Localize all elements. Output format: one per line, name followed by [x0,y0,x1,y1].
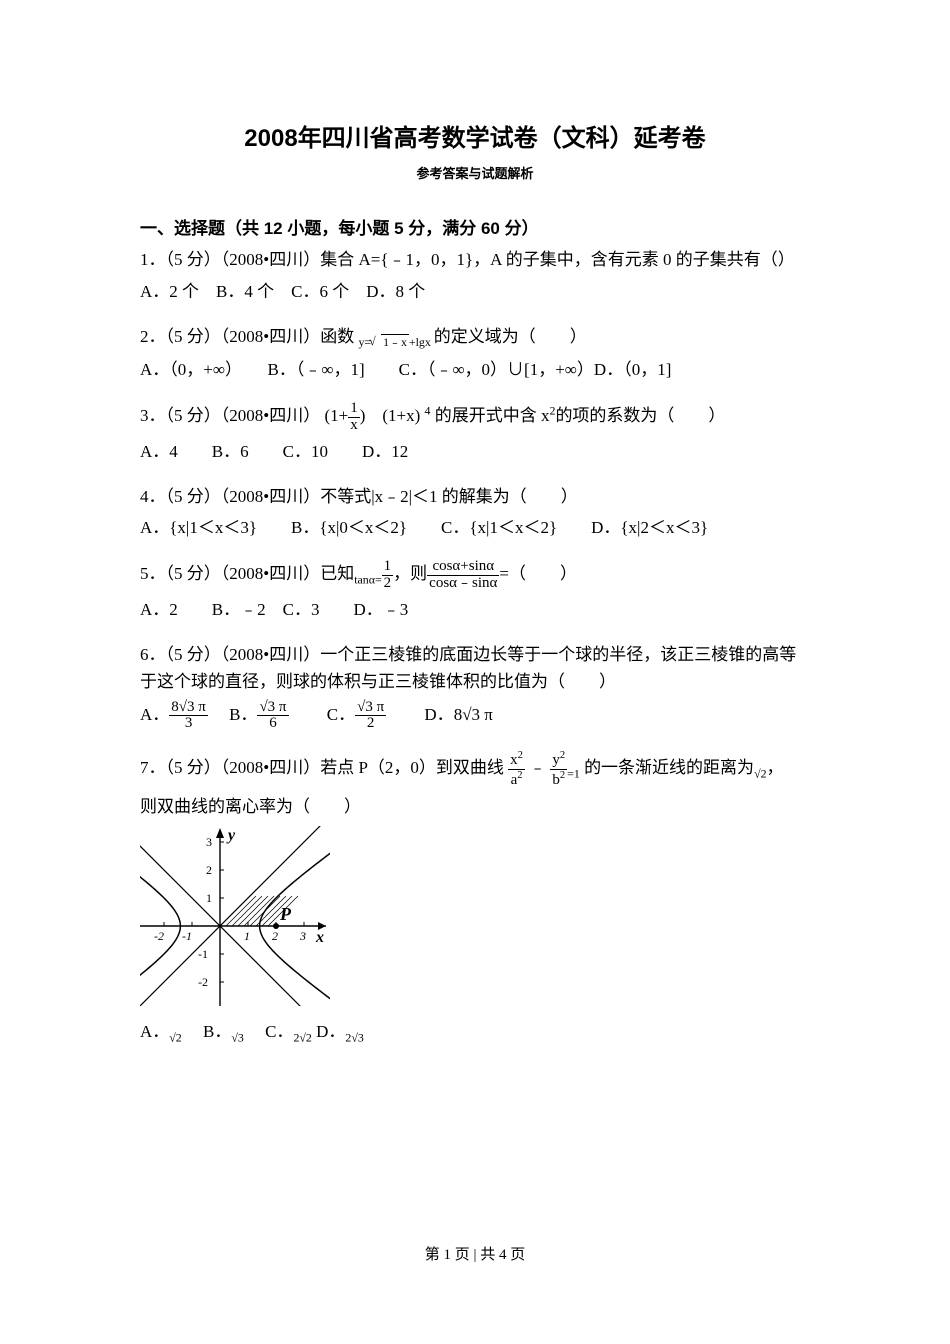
q7-hy-den: b [552,772,560,788]
page-title: 2008年四川省高考数学试卷（文科）延考卷 [140,120,810,158]
q7-hy-num: y [552,752,560,768]
q5-options: A．2 B．﹣2 C．3 D．﹣3 [140,596,810,623]
q6-A: A． [140,705,169,724]
q7-B: B． [203,1022,231,1041]
svg-text:3: 3 [206,835,212,849]
q7-D: D． [316,1022,345,1041]
q5-big-den: cosα﹣sinα [427,576,499,592]
q2-stem-a: 2．（5 分）（2008•四川）函数 [140,327,354,346]
q7-stem-c: 则双曲线的离心率为（ ） [140,793,810,820]
q2-options: A．（0，+∞） B．（﹣∞，1] C．（﹣∞，0）∪[1，+∞）D．（0，1] [140,356,810,383]
svg-text:-2: -2 [198,975,208,989]
q3-stem-c: 的项的系数为（ ） [555,407,725,426]
q5-half-num: 1 [382,559,394,576]
q7-hx-num: x [510,752,518,768]
q6-A-den: 3 [169,716,208,732]
q7-C: C． [265,1022,293,1041]
q7-C-val: 2√2 [293,1030,311,1044]
question-4: 4．（5 分）（2008•四川）不等式|x﹣2|＜1 的解集为（ ） [140,483,810,510]
svg-text:2: 2 [206,863,212,877]
page-footer: 第 1 页 | 共 4 页 [0,1243,950,1264]
svg-text:P: P [279,904,292,924]
q2-radicand: 1﹣x [381,334,409,349]
q3-options: A．4 B．6 C．10 D．12 [140,438,810,465]
q6-D: D． [424,705,453,724]
q3-stem-a: 3．（5 分）（2008•四川） [140,407,320,426]
section-head-1: 一、选择题（共 12 小题，每小题 5 分，满分 60 分） [140,215,810,242]
svg-text:-1: -1 [182,929,192,943]
q6-D-val: 8√3 π [454,705,493,724]
svg-text:1: 1 [206,891,212,905]
q7-B-val: √3 [231,1030,243,1044]
svg-text:y: y [226,827,236,844]
q6-B: B． [229,705,257,724]
question-7: 7．（5 分）（2008•四川）若点 P（2，0）到双曲线 x2a2 ﹣ y2b… [140,750,810,789]
q6-B-den: 6 [257,716,288,732]
q7-sqrt2: √2 [754,767,766,781]
q2-stem-b: 的定义域为（ ） [434,327,587,346]
question-2: 2．（5 分）（2008•四川）函数 y=1﹣x+lgx 的定义域为（ ） [140,323,810,352]
q7-stem-b: 的一条渐近线的距离为 [584,758,754,777]
svg-text:x: x [315,929,324,946]
q3-expr-b: ) (1+x) [360,407,425,426]
q7-D-val: 2√3 [345,1030,363,1044]
question-5: 5．（5 分）（2008•四川）已知tanα=12，则cosα+sinαcosα… [140,559,810,592]
q6-B-num: √3 π [257,700,288,717]
q7-A-val: √2 [169,1030,181,1044]
svg-text:-1: -1 [198,947,208,961]
q7-minus: ﹣ [529,758,546,777]
q5-half-den: 2 [382,576,394,592]
q5-tan-lhs: tanα= [354,573,381,587]
q1-options: A．2 个 B．4 个 C．6 个 D．8 个 [140,278,810,305]
q5-stem-a: 5．（5 分）（2008•四川）已知 [140,565,354,584]
q7-options: A．√2 B．√3 C．2√2 D．2√3 [140,1018,810,1047]
q5-stem-b: ，则 [393,565,427,584]
q1-stem: 1．（5 分）（2008•四川）集合 A={﹣1，0，1}，A 的子集中，含有元… [140,250,795,269]
hyperbola-graph: -2-1123-2-1123yxP [140,826,810,1014]
svg-text:-2: -2 [154,929,164,943]
q6-A-num: 8√3 π [169,700,208,717]
question-6: 6．（5 分）（2008•四川）一个正三棱锥的底面边长等于一个球的半径，该正三棱… [140,641,810,695]
q3-exp4: 4 [425,404,431,418]
q6-options: A．8√3 π3 B．√3 π6 C．√3 π2 D．8√3 π [140,700,810,733]
q6-C-den: 2 [355,716,386,732]
svg-text:3: 3 [299,929,306,943]
q7-comma: ， [767,758,784,777]
q3-expr-a: (1+ [324,407,348,426]
svg-text:2: 2 [272,929,278,943]
q7-stem-a: 7．（5 分）（2008•四川）若点 P（2，0）到双曲线 [140,758,504,777]
q4-options: A．{x|1＜x＜3} B．{x|0＜x＜2} C．{x|1＜x＜2} D．{x… [140,514,810,541]
q2-func-tail: +lgx [409,335,431,349]
q6-C-num: √3 π [355,700,386,717]
q5-big-num: cosα+sinα [427,559,499,576]
page-subtitle: 参考答案与试题解析 [140,164,810,185]
question-3: 3．（5 分）（2008•四川） (1+1x) (1+x) 4 的展开式中含 x… [140,401,810,434]
svg-text:1: 1 [244,929,250,943]
q3-stem-b: 的展开式中含 x [435,407,550,426]
q5-stem-c: =（ ） [499,565,577,584]
q6-C: C． [327,705,355,724]
q3-frac-num: 1 [348,401,360,418]
question-1: 1．（5 分）（2008•四川）集合 A={﹣1，0，1}，A 的子集中，含有元… [140,246,810,273]
q3-frac-den: x [348,418,360,434]
q7-A: A． [140,1022,169,1041]
q7-eq1: =1 [567,767,580,781]
